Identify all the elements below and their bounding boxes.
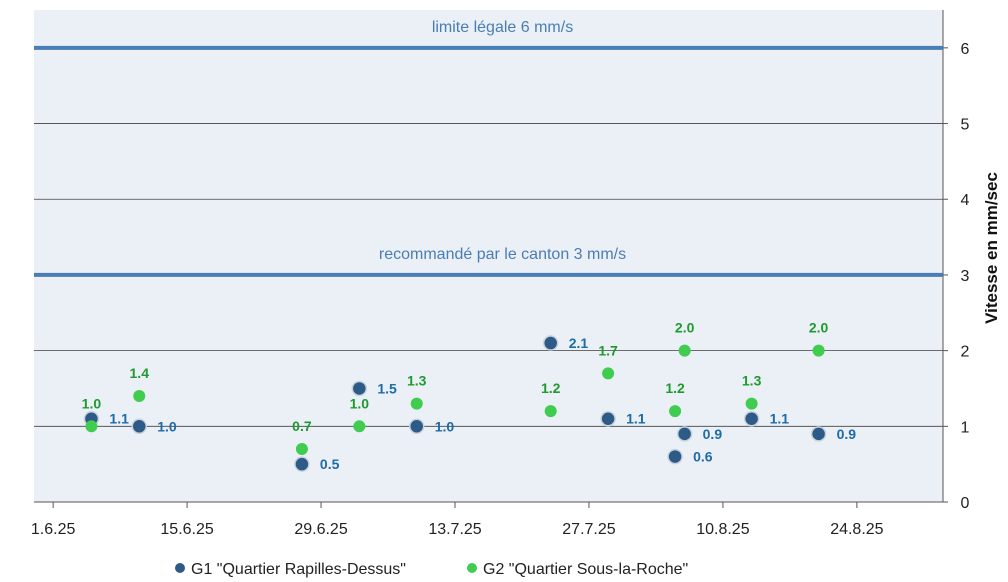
g2-point <box>295 443 308 456</box>
data-labels: 1.1 1.0 0.5 1.5 1.0 2.1 1.1 0.6 0.9 1.1 0.9 1.0 1.4 0… <box>82 320 857 473</box>
x-tick-label: 1.6.25 <box>31 521 76 538</box>
x-tick-label: 15.6.25 <box>160 521 213 538</box>
plot-area <box>34 10 943 502</box>
y-tick-label: 3 <box>961 268 970 285</box>
g2-data-label: 1.3 <box>742 373 762 389</box>
g1-data-label: 1.1 <box>770 411 790 427</box>
g1-point <box>351 380 368 397</box>
y-tick-label: 0 <box>961 495 970 512</box>
g1-point <box>667 448 683 465</box>
g2-data-label: 0.7 <box>292 418 312 434</box>
g1-data-label: 2.1 <box>569 335 589 351</box>
legend-marker-g1 <box>175 563 185 573</box>
g2-point <box>410 397 423 410</box>
g2-point <box>602 367 615 380</box>
legend-label-g1: G1 "Quartier Rapilles-Dessus" <box>191 561 406 578</box>
g2-data-label: 1.3 <box>407 373 427 389</box>
x-tick-label: 13.7.25 <box>428 521 481 538</box>
g2-point <box>133 390 146 403</box>
y-tick-label: 2 <box>961 344 970 361</box>
y-tick-label: 6 <box>961 41 970 58</box>
g2-point <box>812 344 825 357</box>
g1-data-label: 0.9 <box>703 426 723 442</box>
reference-lines: limite légale 6 mm/s recommandé par le ca… <box>34 19 943 277</box>
g1-point <box>131 418 148 435</box>
y-axis-label: Vitesse en mm/sec <box>982 172 1001 324</box>
g1-data-label: 0.9 <box>837 426 857 442</box>
g2-point <box>544 405 557 418</box>
g1-data-label: 0.5 <box>320 456 340 472</box>
axes: 0 1 2 3 4 5 6 1.6.25 15.6.25 29.6.25 13.7.25 27.7.2… <box>31 10 970 538</box>
x-tick-label: 27.7.25 <box>562 521 615 538</box>
g2-point <box>669 405 682 418</box>
g1-point <box>408 418 425 435</box>
g2-data-label: 1.2 <box>541 380 561 396</box>
x-tick-label: 24.8.25 <box>830 521 883 538</box>
g2-data-label: 1.4 <box>130 365 150 381</box>
legend: G1 "Quartier Rapilles-Dessus" G2 "Quartie… <box>175 561 688 578</box>
g2-data-label: 1.0 <box>350 395 370 411</box>
g1-point <box>294 456 310 472</box>
g2-data-label: 2.0 <box>809 320 829 336</box>
x-tick-label: 29.6.25 <box>294 521 347 538</box>
g1-data-label: 1.1 <box>626 411 646 427</box>
legend-marker-g2 <box>467 563 477 573</box>
g2-point <box>745 397 758 410</box>
g1-point <box>600 410 616 427</box>
y-tick-label: 5 <box>961 117 970 134</box>
g2-point <box>353 420 366 433</box>
g1-data-label: 1.0 <box>157 418 177 434</box>
g1-data-label: 1.1 <box>109 411 129 427</box>
g2-data-label: 1.2 <box>665 380 685 396</box>
x-tick-label: 10.8.25 <box>696 521 749 538</box>
g2-point <box>678 344 691 357</box>
g1-point <box>810 426 827 442</box>
legend-label-g2: G2 "Quartier Sous-la-Roche" <box>483 561 688 578</box>
g1-point <box>743 410 760 427</box>
reference-line-label: recommandé par le canton 3 mm/s <box>379 246 626 263</box>
g2-point <box>85 420 98 433</box>
g2-data-label: 2.0 <box>675 320 695 336</box>
g1-data-label: 0.6 <box>693 449 713 465</box>
y-tick-label: 1 <box>961 419 970 436</box>
g1-data-label: 1.0 <box>435 418 455 434</box>
g1-point <box>542 335 559 351</box>
y-tick-label: 4 <box>961 192 970 209</box>
data-points <box>83 335 827 472</box>
g2-data-label: 1.7 <box>598 342 618 358</box>
g1-data-label: 1.5 <box>377 380 397 396</box>
g1-point <box>676 426 693 442</box>
g2-data-label: 1.0 <box>82 395 102 411</box>
reference-line-label: limite légale 6 mm/s <box>432 19 573 36</box>
